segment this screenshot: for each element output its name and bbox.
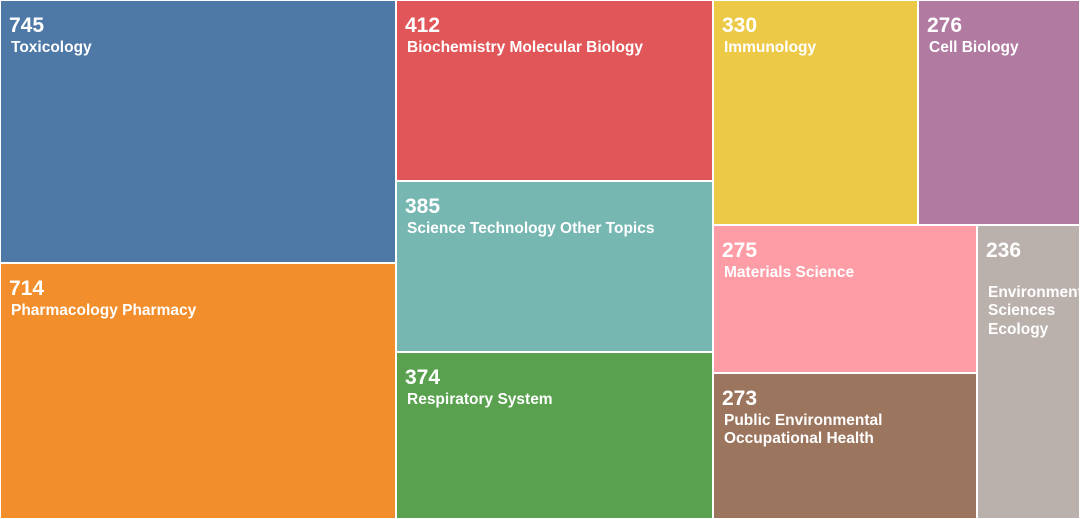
treemap-tile-value: 412: [405, 14, 441, 37]
treemap-tile-value: 273: [722, 387, 758, 410]
treemap-tile-label: Toxicology: [11, 39, 92, 57]
treemap-tile-value: 745: [9, 14, 45, 37]
treemap-tile-label-line: Pharmacology Pharmacy: [11, 302, 197, 319]
treemap-tile-value: 275: [722, 239, 758, 262]
treemap-tile-value: 330: [722, 14, 758, 37]
treemap-tile-value: 276: [927, 14, 963, 37]
treemap-tile-label-line: Public Environmental: [724, 412, 883, 429]
treemap-tile-label: Immunology: [724, 39, 816, 57]
treemap-tile-label-line: Materials Science: [724, 264, 855, 281]
treemap-tile: 236 EnvironmentalSciencesEcology: [977, 225, 1080, 519]
treemap-tile: 275 Materials Science: [713, 225, 977, 373]
treemap-tile-value: 714: [9, 277, 45, 300]
treemap-tile-label-line: Respiratory System: [407, 391, 553, 408]
treemap-tile: 330 Immunology: [713, 0, 918, 225]
treemap-tile-label-line: Immunology: [724, 39, 817, 56]
treemap-tile-label-line: Biochemistry Molecular Biology: [407, 39, 643, 56]
treemap-tile-label: Pharmacology Pharmacy: [11, 302, 196, 320]
treemap-tile-label: Biochemistry Molecular Biology: [407, 39, 643, 57]
treemap-tile-label: Cell Biology: [929, 39, 1019, 57]
treemap-tile: 374 Respiratory System: [396, 352, 713, 519]
treemap-tile-label-line: Environmental: [988, 284, 1079, 301]
treemap-tile-value: 374: [405, 366, 441, 389]
treemap-tile-label: Respiratory System: [407, 391, 553, 409]
treemap-tile-value: 385: [405, 195, 441, 218]
treemap-tile: 412 Biochemistry Molecular Biology: [396, 0, 713, 181]
treemap-tile-label: Public Environmental Occupational Health: [724, 412, 882, 449]
treemap-tile: 745 Toxicology: [0, 0, 396, 263]
treemap-tile-label-line: Sciences: [988, 302, 1056, 320]
treemap-tile: 276 Cell Biology: [918, 0, 1080, 225]
treemap-tile-value: 236: [986, 239, 1022, 262]
treemap-tile: 385 Science Technology Other Topics: [396, 181, 713, 352]
treemap-tile-label-line: Cell Biology: [929, 39, 1019, 56]
treemap-tile-label: Science Technology Other Topics: [407, 220, 654, 238]
treemap-tile-label-line: Occupational Health: [724, 430, 874, 448]
treemap-tile-label: EnvironmentalSciencesEcology: [988, 284, 1079, 339]
treemap-tile: 273 Public Environmental Occupational Heal…: [713, 373, 977, 519]
treemap-tile: 714 Pharmacology Pharmacy: [0, 263, 396, 519]
treemap-tile-label-line: Science Technology Other Topics: [407, 220, 655, 237]
treemap-tile-label: Materials Science: [724, 264, 854, 282]
treemap-tile-label-line: Toxicology: [11, 39, 92, 56]
treemap-tile-label-line: Ecology: [988, 320, 1049, 338]
